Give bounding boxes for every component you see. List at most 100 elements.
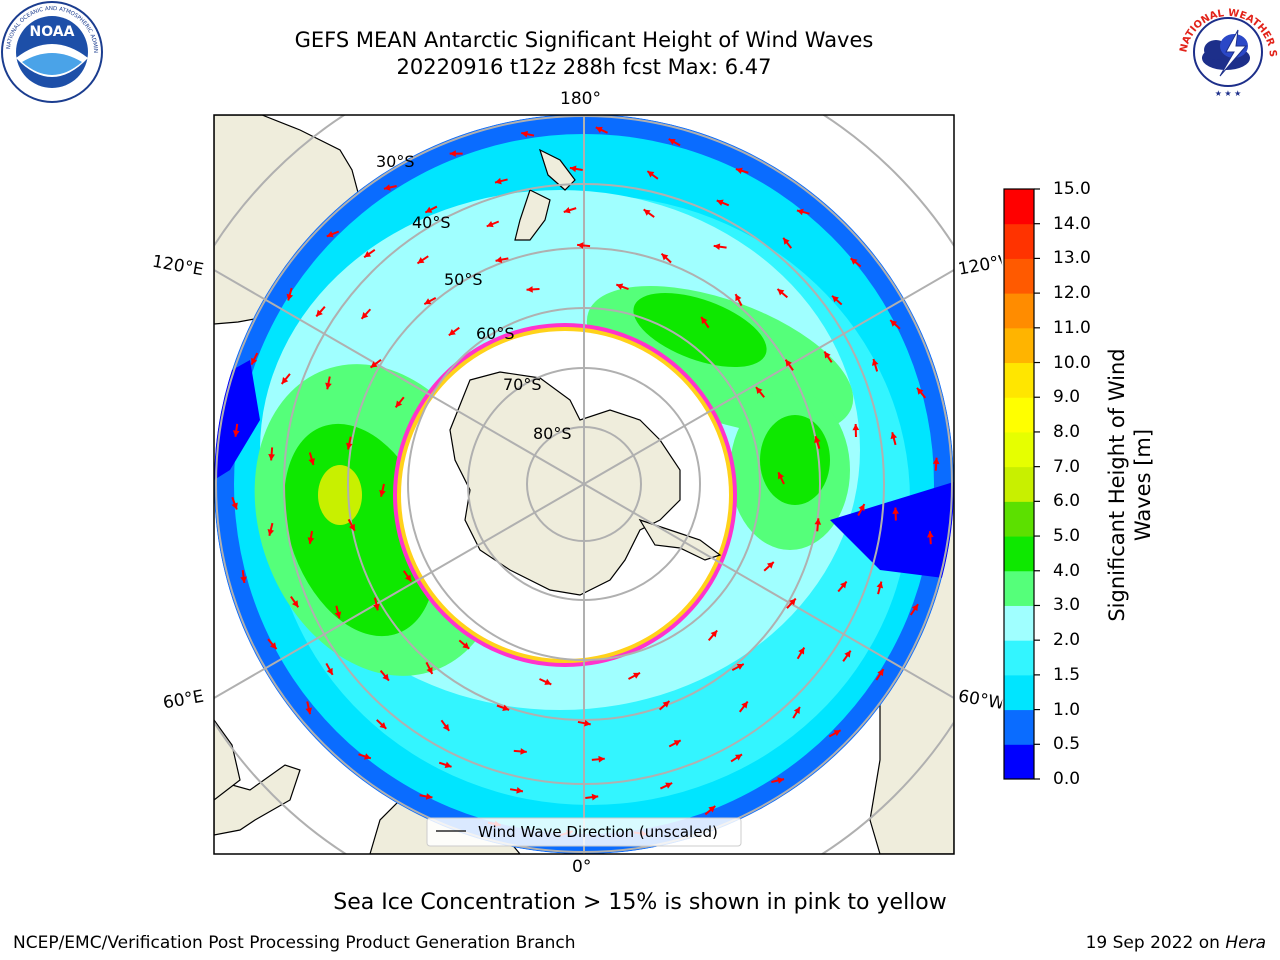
wave-arrow-head — [346, 442, 353, 450]
graticule — [214, 115, 954, 854]
wave-arrow-head — [417, 257, 425, 264]
colorbar-bin — [1004, 501, 1034, 537]
wave-arrow-head — [425, 793, 433, 800]
wave-arrow-head — [269, 642, 277, 650]
wave-arrow-head — [852, 423, 860, 431]
wave-arrow-head — [520, 748, 527, 755]
colorbar-bin — [1004, 258, 1034, 294]
wave-arrow-head — [777, 288, 785, 296]
wave-arrow-head — [673, 740, 681, 747]
wave-arrow-head — [890, 432, 898, 440]
map-legend: Wind Wave Direction (unscaled) — [426, 817, 742, 847]
colorbar-tick-label: 14.0 — [1053, 213, 1091, 234]
wave-arrow-head — [824, 351, 831, 359]
map-frame — [213, 114, 955, 855]
colorbar-bin — [1004, 744, 1034, 780]
wave-arrow-head — [777, 472, 785, 480]
footer-machine: Hera — [1225, 933, 1266, 953]
wave-arrow-head — [361, 312, 369, 319]
colorbar-bin — [1004, 431, 1034, 468]
wave-arrow-head — [871, 358, 879, 366]
wave-arrow-head — [840, 581, 847, 589]
wave-arrow-head — [643, 209, 651, 216]
wave-arrow-head — [495, 256, 503, 263]
wave-arrow-head — [735, 754, 743, 761]
wave-arrow-head — [334, 611, 342, 619]
lat-label-60s: 60°S — [476, 324, 515, 343]
colorbar-tick-label: 8.0 — [1053, 421, 1081, 442]
svg-text:★ ★ ★: ★ ★ ★ — [1215, 89, 1242, 98]
colorbar-tick-label: 5.0 — [1053, 526, 1081, 547]
colorbar-bin — [1004, 536, 1034, 572]
colorbar-tick-label: 15.0 — [1053, 179, 1091, 199]
wave-arrow-head — [267, 529, 275, 536]
wave-arrow-head — [442, 723, 450, 731]
wave-arrow-head — [661, 253, 669, 261]
wave-arrow-head — [710, 630, 718, 638]
wave-arrow-head — [526, 286, 533, 293]
colorbar-bin — [1004, 605, 1034, 641]
footer-date-text: 19 Sep 2022 on — [1085, 933, 1226, 953]
colorbar-label: Significant Height of Wind Waves [m] — [1105, 348, 1155, 622]
map-subtitle-run: 20220916 t12z 288h fcst Max: 6.47 — [396, 55, 772, 79]
wave-arrow-head — [286, 293, 294, 301]
colorbar-tick-label: 6.0 — [1053, 491, 1081, 512]
wind-wave-arrows — [231, 126, 940, 837]
madagascar-land — [214, 718, 241, 801]
colorbar-tick-label: 1.5 — [1053, 664, 1081, 685]
lat-label-40s: 40°S — [412, 213, 451, 232]
wave-arrow-head — [326, 667, 333, 675]
wave-arrow-head — [494, 177, 502, 185]
lon-label-0: 0° — [572, 857, 592, 877]
wave-arrow-head — [584, 719, 591, 727]
wave-arrow-head — [569, 165, 577, 173]
colorbar-bin — [1004, 570, 1034, 606]
wave-arrow-head — [326, 231, 334, 238]
svg-text:NOAA: NOAA — [30, 24, 75, 40]
wave-arrow-head — [404, 574, 412, 582]
wave-arrow-head — [544, 678, 552, 685]
colorbar-bin — [1004, 223, 1034, 259]
wave-arrow-head — [789, 598, 796, 606]
wave-arrow-head — [716, 199, 724, 206]
wave-arrow-head — [373, 603, 380, 611]
colorbar-tick-label: 0.0 — [1053, 769, 1081, 789]
colorbar-bin — [1004, 466, 1034, 502]
wave-arrow-head — [932, 457, 940, 465]
wave-arrow-head — [316, 309, 323, 317]
noaa-logo: NOAA NATIONAL OCEANIC AND ATMOSPHERIC AD… — [0, 0, 103, 103]
colorbar-tick-label: 0.5 — [1053, 734, 1081, 755]
lat-label-80s: 80°S — [533, 424, 572, 443]
wave-arrow-head — [777, 777, 785, 784]
colorbar-tick-label: 1.0 — [1053, 699, 1081, 720]
wave-arrow-head — [516, 787, 523, 794]
colorbar-bin — [1004, 189, 1034, 225]
wave-arrow-head — [486, 220, 494, 228]
wave-arrow-head — [521, 130, 528, 138]
wave-arrow-head — [307, 537, 315, 544]
wave-arrow-head — [598, 755, 605, 763]
wave-arrow-head — [833, 730, 841, 737]
sea-ice-note: Sea Ice Concentration > 15% is shown in … — [333, 890, 947, 915]
colorbar-bin — [1004, 397, 1034, 433]
wave-arrow-head — [308, 458, 315, 465]
wave-arrow-head — [736, 663, 744, 670]
wave-arrow-head — [844, 650, 851, 658]
africa-land — [214, 764, 301, 836]
colorbar-tick-label: 4.0 — [1053, 560, 1081, 581]
wave-arrow-head — [395, 400, 403, 408]
footer-credit: NCEP/EMC/Verification Post Processing Pr… — [13, 933, 576, 953]
wave-arrow-head — [444, 761, 452, 769]
colorbar-bin — [1004, 709, 1034, 745]
colorbar-tick-label: 2.0 — [1053, 630, 1081, 651]
wave-arrow-head — [382, 673, 389, 681]
colorbar-bin — [1004, 293, 1034, 329]
wave-arrow-head — [783, 237, 790, 245]
wave-arrow-head — [926, 531, 934, 538]
wave-arrow-head — [616, 283, 624, 290]
wave-arrow-head — [379, 722, 387, 729]
wave-arrow-head — [735, 167, 743, 175]
map-title: GEFS MEAN Antarctic Significant Height o… — [294, 28, 874, 52]
wave-arrow-head — [858, 504, 865, 512]
